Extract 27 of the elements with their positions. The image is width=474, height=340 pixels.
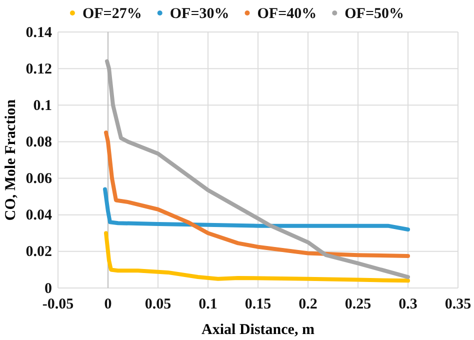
- x-tick-label: 0.25: [344, 296, 372, 313]
- legend-label: OF=50%: [344, 6, 404, 22]
- legend-label: OF=40%: [257, 6, 317, 22]
- y-tick-label: 0.1: [33, 98, 52, 114]
- x-tick-label: 0.05: [144, 296, 172, 313]
- line-series: [104, 130, 410, 258]
- y-tick-label: 0.12: [26, 61, 52, 78]
- y-tick-label: 0.06: [26, 171, 52, 188]
- x-axis-title: Axial Distance, m: [202, 322, 315, 338]
- y-tick-label: 0.14: [26, 24, 52, 41]
- x-tick-label: 0.3: [398, 296, 418, 313]
- y-tick-label: 0: [44, 280, 52, 297]
- x-tick-label: 0.1: [198, 296, 218, 313]
- x-tick-label: 0.15: [244, 296, 272, 313]
- line-series: [105, 59, 410, 280]
- y-axis-title: CO, Mole Fraction: [3, 98, 19, 221]
- x-tick-label: 0.2: [298, 296, 318, 313]
- x-tick-label: -0.05: [42, 296, 74, 313]
- x-tick-label: 0.35: [444, 296, 472, 313]
- y-tick-label: 0.08: [26, 134, 52, 151]
- y-tick-label: 0.02: [26, 244, 52, 260]
- y-tick-label: 0.04: [26, 208, 52, 224]
- legend-label: OF=30%: [170, 6, 230, 22]
- x-tick-label: 0: [104, 296, 112, 313]
- line-series: [104, 231, 410, 283]
- legend-label: OF=27%: [82, 6, 142, 22]
- line-series: [103, 187, 410, 232]
